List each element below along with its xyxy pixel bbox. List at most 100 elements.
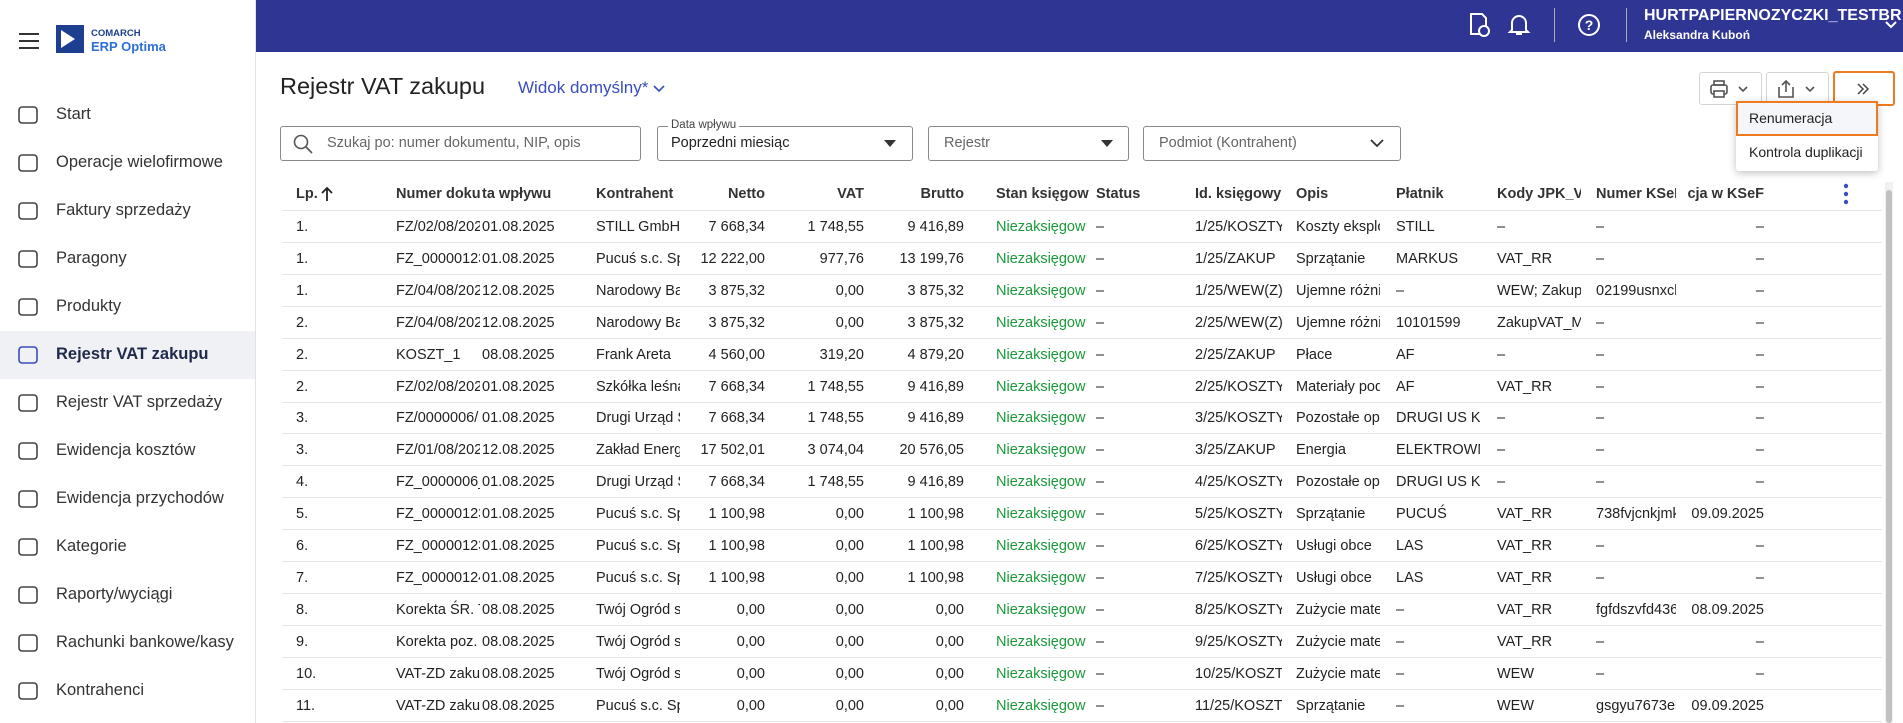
- table-cell: Narodowy Ba: [596, 307, 680, 339]
- column-header[interactable]: Kontrahent: [596, 178, 680, 210]
- table-cell: 3 875,32: [680, 275, 765, 307]
- table-cell: –: [1677, 371, 1764, 403]
- table-cell: –: [1497, 339, 1581, 371]
- column-header[interactable]: Opis: [1296, 178, 1380, 210]
- column-header[interactable]: cja w KSeF: [1677, 178, 1764, 210]
- company-name[interactable]: HURTPAPIERNOZYCZKI_TESTBR: [1644, 7, 1902, 25]
- column-header[interactable]: Stan księgow: [996, 178, 1092, 210]
- table-cell: 0,00: [770, 275, 864, 307]
- table-cell: Frank Areta: [596, 339, 680, 371]
- nav-item[interactable]: Produkty: [0, 283, 255, 331]
- table-cell: –: [1497, 434, 1581, 466]
- nav-item[interactable]: Ewidencja przychodów: [0, 475, 255, 523]
- table-cell: 10101599: [1396, 307, 1480, 339]
- nav-label: Kategorie: [56, 537, 127, 556]
- nav-item[interactable]: Raporty/wyciągi: [0, 571, 255, 619]
- column-header[interactable]: Id. księgowy: [1195, 178, 1282, 210]
- table-cell: Sprzątanie: [1296, 498, 1380, 530]
- chevron-icon[interactable]: [652, 82, 666, 96]
- column-menu-icon[interactable]: [1840, 182, 1852, 206]
- view-selector[interactable]: Widok domyślny*: [518, 78, 648, 98]
- table-cell: 2.: [296, 339, 386, 371]
- table-cell: 0,00: [770, 626, 864, 658]
- column-header[interactable]: ta wpływu: [482, 178, 592, 210]
- table-cell: 01.08.2025: [482, 466, 592, 498]
- table-cell: KOSZT_1: [396, 339, 480, 371]
- column-header[interactable]: Numer KSeF: [1596, 178, 1676, 210]
- table-cell: Niezaksięgow: [996, 339, 1092, 371]
- table-cell: 12 222,00: [680, 243, 765, 275]
- table-cell: VAT_RR: [1497, 562, 1581, 594]
- nav-label: Produkty: [56, 297, 121, 316]
- table-cell: 12.08.2025: [482, 275, 592, 307]
- column-header[interactable]: Netto: [680, 178, 765, 210]
- table-cell: FZ_00000123: [396, 530, 480, 562]
- table-cell: Niezaksięgow: [996, 690, 1092, 722]
- nav-label: Operacje wielofirmowe: [56, 153, 223, 172]
- dropdown-arrow: [884, 140, 896, 148]
- table-cell: Twój Ogród s.: [596, 626, 680, 658]
- nav-item[interactable]: Faktury sprzedaży: [0, 187, 255, 235]
- table-cell: 8/25/KOSZTY: [1195, 594, 1282, 626]
- nav-item[interactable]: Rejestr VAT sprzedaży: [0, 379, 255, 427]
- chevron-icon[interactable]: [1884, 18, 1898, 32]
- table-cell: ZakupVAT_Ma: [1497, 307, 1581, 339]
- scrollbar-thumb[interactable]: [1886, 190, 1892, 723]
- page-title: Rejestr VAT zakupu: [280, 73, 485, 100]
- nav-item[interactable]: Rejestr VAT zakupu: [0, 331, 255, 379]
- nav-item[interactable]: Operacje wielofirmowe: [0, 139, 255, 187]
- table-cell: –: [1677, 243, 1764, 275]
- bell-icon[interactable]: [1506, 12, 1532, 38]
- table-cell: –: [1677, 211, 1764, 243]
- table-cell: –: [1096, 371, 1191, 403]
- date-select[interactable]: Data wpływu Poprzedni miesiąc: [657, 126, 913, 161]
- column-header[interactable]: VAT: [770, 178, 864, 210]
- menu-item[interactable]: Kontrola duplikacji: [1738, 137, 1876, 168]
- menu-item[interactable]: Renumeracja: [1736, 101, 1878, 136]
- table-cell: Zakład Energ: [596, 434, 680, 466]
- nav-item[interactable]: Kontrahenci: [0, 667, 255, 715]
- sort-icon[interactable]: [320, 186, 334, 202]
- table-cell: 9/25/KOSZTY: [1195, 626, 1282, 658]
- column-header[interactable]: Brutto: [870, 178, 964, 210]
- nav-item[interactable]: Kategorie: [0, 523, 255, 571]
- help-icon[interactable]: ?: [1576, 12, 1602, 38]
- table-cell: 0,00: [770, 690, 864, 722]
- table-cell: –: [1497, 466, 1581, 498]
- dropdown-arrow: [1101, 140, 1113, 148]
- user-name: Aleksandra Kuboń: [1644, 28, 1750, 42]
- nav-item[interactable]: Ewidencja kosztów: [0, 427, 255, 475]
- table-cell: VAT-ZD zakup: [396, 690, 480, 722]
- register-select[interactable]: Rejestr: [928, 126, 1129, 161]
- table-cell: Pucuś s.c. Sp: [596, 562, 680, 594]
- nav-item[interactable]: Start: [0, 91, 255, 139]
- column-header[interactable]: Kody JPK_V7: [1497, 178, 1581, 210]
- table-cell: Korekta poz. r: [396, 626, 480, 658]
- search-box[interactable]: Szukaj po: numer dokumentu, NIP, opis: [280, 126, 641, 161]
- nav-icon: [16, 487, 40, 511]
- table-cell: Niezaksięgow: [996, 562, 1092, 594]
- table-cell: AF: [1396, 371, 1480, 403]
- nav-label: Rachunki bankowe/kasy: [56, 633, 234, 652]
- table-cell: Materiały pod: [1296, 371, 1380, 403]
- nav-item[interactable]: Paragony: [0, 235, 255, 283]
- document-clock-icon[interactable]: [1466, 12, 1492, 38]
- table-cell: FZ/02/08/202: [396, 371, 480, 403]
- column-header[interactable]: Płatnik: [1396, 178, 1480, 210]
- table-cell: WEW: [1497, 658, 1581, 690]
- table-cell: Niezaksięgow: [996, 466, 1092, 498]
- table-cell: 1.: [296, 275, 386, 307]
- entity-select[interactable]: Podmiot (Kontrahent): [1143, 126, 1401, 161]
- nav-item[interactable]: Rachunki bankowe/kasy: [0, 619, 255, 667]
- column-header[interactable]: Numer dokum: [396, 178, 480, 210]
- table-cell: 7 668,34: [680, 402, 765, 434]
- table-cell: 08.08.2025: [482, 339, 592, 371]
- search-icon: [293, 134, 313, 154]
- column-header[interactable]: Lp.: [296, 178, 386, 210]
- table-cell: Korekta ŚR. T: [396, 594, 480, 626]
- nav-label: Ewidencja kosztów: [56, 441, 195, 460]
- sidebar: COMARCH ERP Optima StartOperacje wielofi…: [0, 0, 256, 723]
- column-header[interactable]: Status: [1096, 178, 1191, 210]
- menu-icon[interactable]: [18, 32, 40, 50]
- table-cell: 2.: [296, 371, 386, 403]
